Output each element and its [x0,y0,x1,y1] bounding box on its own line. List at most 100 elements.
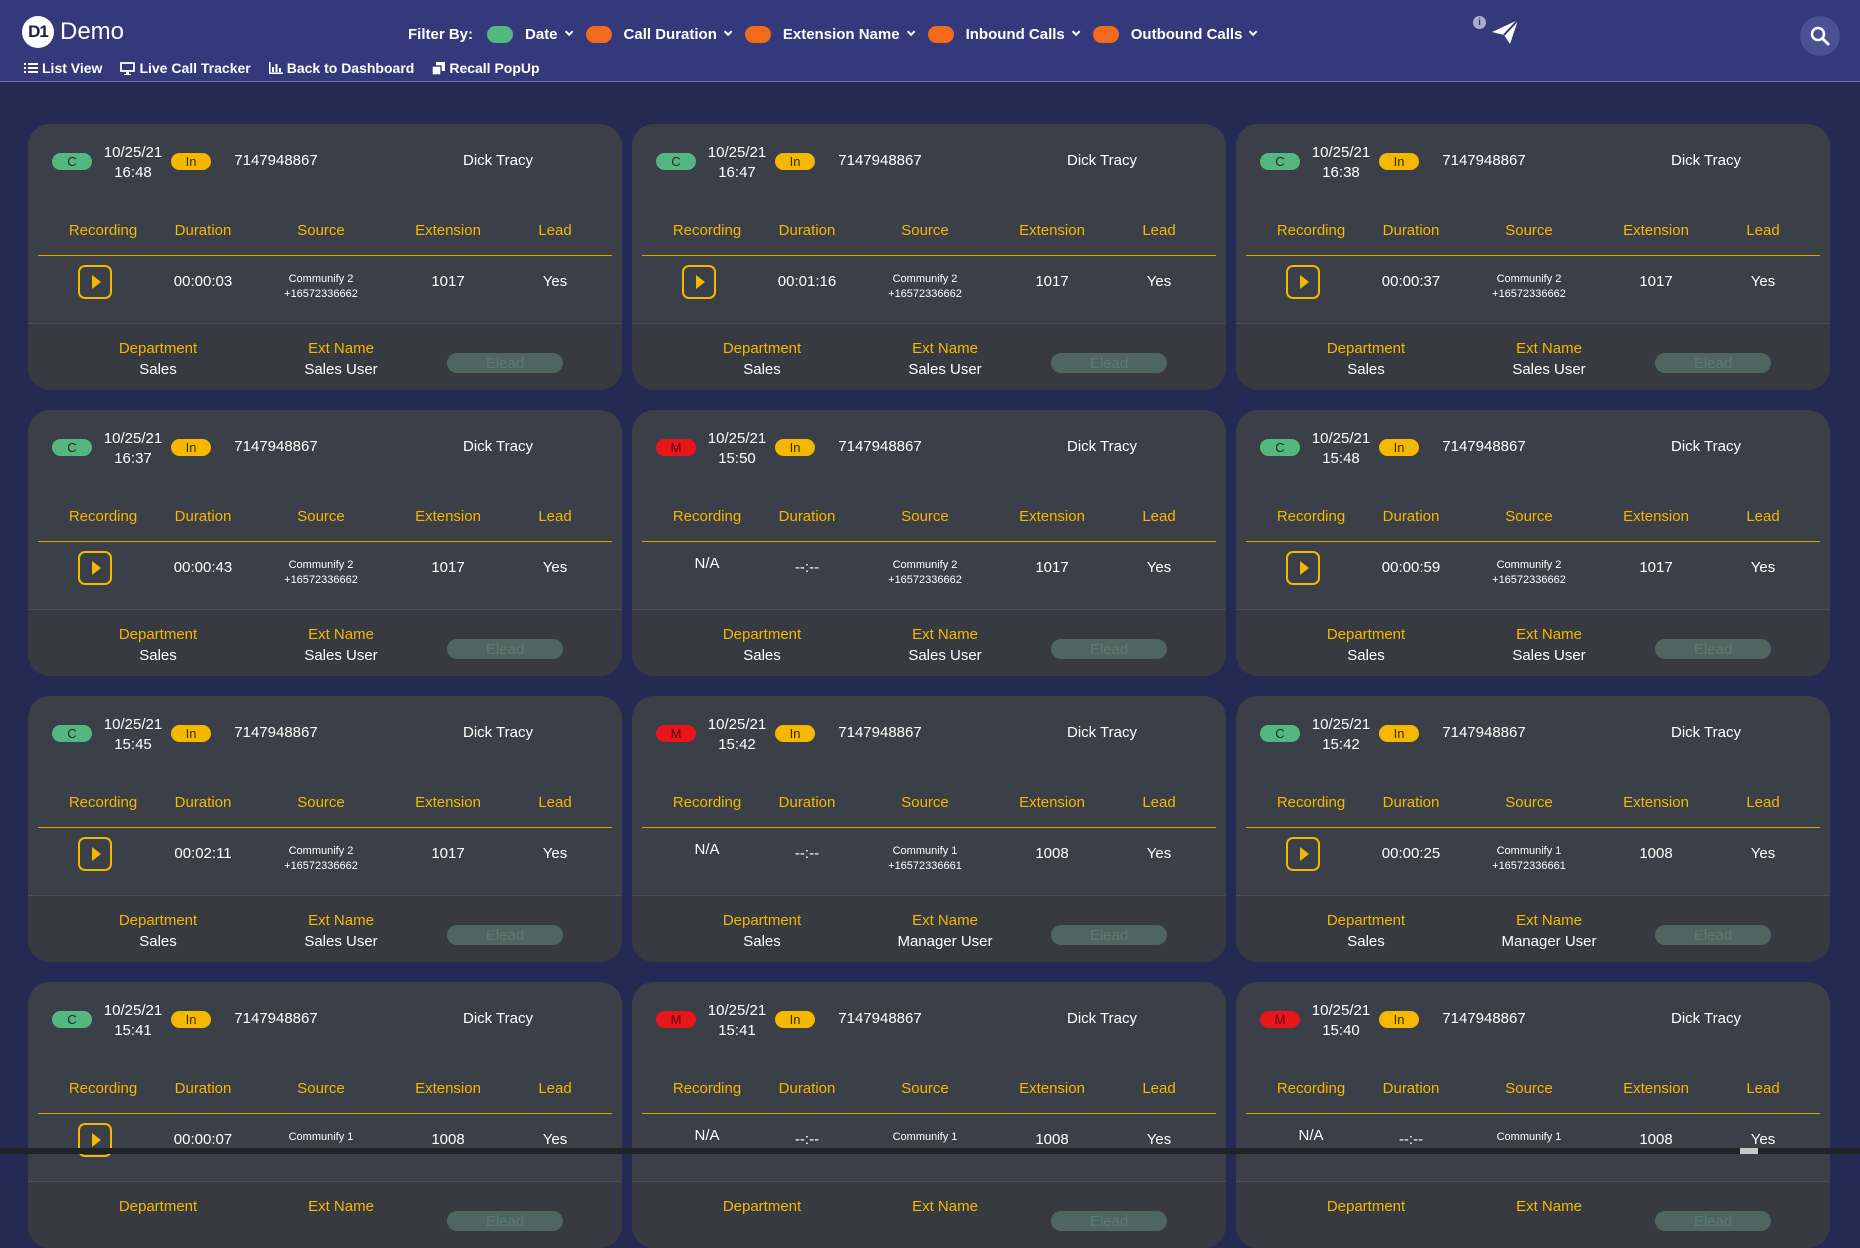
play-recording-button[interactable] [78,265,112,299]
call-datetime: 10/25/21 15:42 [1306,715,1376,755]
call-status-badge: C [52,725,92,742]
chevron-down-icon[interactable] [906,27,915,37]
filter-inbound-calls-label[interactable]: Inbound Calls [965,25,1065,43]
play-recording-button[interactable] [78,551,112,585]
filter-extension-name-label[interactable]: Extension Name [782,25,900,43]
call-status-badge: M [656,439,696,456]
inbound-calls-toggle[interactable] [927,25,954,43]
horizontal-scrollbar[interactable] [0,1148,1860,1154]
elead-button[interactable]: Elead [447,639,563,659]
source-name: Communify 1 [288,1131,354,1143]
call-card[interactable]: M 10/25/21 15:40 In 7147948867 Dick Tracy Reco… [1236,982,1830,1248]
nav-list-view-label[interactable]: List View [42,60,103,76]
call-datetime: 10/25/21 16:48 [98,143,168,183]
call-card[interactable]: C 10/25/21 16:47 In 7147948867 Dick Tracy Reco… [632,124,1226,390]
play-recording-button[interactable] [682,265,716,299]
play-recording-button[interactable] [1286,837,1320,871]
extension-name-toggle[interactable] [744,25,771,43]
caller-phone[interactable]: 7147948867 [838,438,922,455]
search-button[interactable] [1800,16,1840,56]
outbound-calls-toggle[interactable] [1092,25,1119,43]
call-source: Communify 1 [266,1130,376,1145]
elead-button[interactable]: Elead [447,1211,563,1231]
caller-phone[interactable]: 7147948867 [838,152,922,169]
call-extension: 1008 [1639,845,1673,862]
call-card[interactable]: C 10/25/21 15:45 In 7147948867 Dick Tracy Reco… [28,696,622,962]
elead-button[interactable]: Elead [1655,1211,1771,1231]
caller-phone[interactable]: 7147948867 [1442,438,1526,455]
call-extension: 1017 [1639,273,1673,290]
elead-button[interactable]: Elead [1655,925,1771,945]
nav-back-to-dashboard[interactable]: Back to Dashboard [268,60,415,76]
call-card[interactable]: C 10/25/21 15:41 In 7147948867 Dick Tracy Reco… [28,982,622,1248]
caller-phone[interactable]: 7147948867 [838,724,922,741]
caller-name: Dick Tracy [1066,1010,1137,1027]
play-recording-button[interactable] [1286,265,1320,299]
filter-date[interactable]: Date [487,25,573,43]
play-recording-button[interactable] [78,837,112,871]
call-status-badge: C [656,153,696,170]
elead-button[interactable]: Elead [1051,1211,1167,1231]
column-header-duration: Duration [778,1080,836,1097]
department-value: Sales [743,361,781,378]
filter-extension-name[interactable]: Extension Name [744,25,915,43]
info-icon[interactable]: i [1473,16,1486,29]
nav-recall-popup[interactable]: Recall PopUp [432,60,540,76]
nav-list-view[interactable]: List View [24,60,102,76]
brand[interactable]: D1 Demo [22,16,124,48]
column-header-duration: Duration [1382,508,1440,525]
caller-phone[interactable]: 7147948867 [1442,152,1526,169]
department-label: Department [118,340,198,357]
ext-name-value: Sales User [304,647,378,664]
caller-phone[interactable]: 7147948867 [234,438,318,455]
filter-outbound-calls[interactable]: Outbound Calls [1092,25,1258,43]
elead-button[interactable]: Elead [1655,353,1771,373]
caller-phone[interactable]: 7147948867 [234,152,318,169]
call-summary-row: C 10/25/21 16:37 In 7147948867 Dick Tracy [28,410,622,484]
call-card[interactable]: C 10/25/21 16:38 In 7147948867 Dick Tracy Reco… [1236,124,1830,390]
caller-phone[interactable]: 7147948867 [234,724,318,741]
call-card[interactable]: C 10/25/21 15:42 In 7147948867 Dick Tracy Reco… [1236,696,1830,962]
column-header-duration: Duration [174,1080,232,1097]
elead-button[interactable]: Elead [447,925,563,945]
scrollbar-thumb[interactable] [1740,1148,1758,1154]
caller-phone[interactable]: 7147948867 [234,1010,318,1027]
nav-back-to-dashboard-label[interactable]: Back to Dashboard [286,60,415,76]
call-duration: 00:02:11 [174,845,232,862]
caller-phone[interactable]: 7147948867 [838,1010,922,1027]
elead-button[interactable]: Elead [1051,925,1167,945]
call-date: 10/25/21 [1311,144,1371,161]
column-header-duration: Duration [1382,794,1440,811]
call-card[interactable]: C 10/25/21 16:48 In 7147948867 Dick Tracy Reco… [28,124,622,390]
date-toggle[interactable] [487,25,514,43]
filter-date-label[interactable]: Date [525,25,558,43]
call-card[interactable]: M 10/25/21 15:41 In 7147948867 Dick Tracy Reco… [632,982,1226,1248]
caller-phone[interactable]: 7147948867 [1442,724,1526,741]
nav-live-call-tracker[interactable]: Live Call Tracker [120,60,251,76]
chevron-down-icon[interactable] [1071,27,1081,37]
filter-outbound-calls-label[interactable]: Outbound Calls [1130,25,1243,43]
filter-call-duration-label[interactable]: Call Duration [623,25,717,43]
filter-call-duration[interactable]: Call Duration [585,25,733,43]
chevron-down-icon[interactable] [723,27,733,37]
call-card[interactable]: C 10/25/21 16:37 In 7147948867 Dick Tracy Reco… [28,410,622,676]
filter-inbound-calls[interactable]: Inbound Calls [927,25,1081,43]
call-card[interactable]: M 10/25/21 15:42 In 7147948867 Dick Tracy Reco… [632,696,1226,962]
nav-live-call-tracker-label[interactable]: Live Call Tracker [139,60,251,76]
elead-button[interactable]: Elead [1051,639,1167,659]
elead-button[interactable]: Elead [447,353,563,373]
call-duration-toggle[interactable] [585,25,612,43]
paper-plane-icon[interactable] [1490,18,1520,46]
play-recording-button[interactable] [1286,551,1320,585]
call-time: 15:41 [114,1022,152,1039]
elead-button[interactable]: Elead [1051,353,1167,373]
call-card[interactable]: M 10/25/21 15:50 In 7147948867 Dick Tracy Reco… [632,410,1226,676]
chevron-down-icon[interactable] [1249,27,1258,37]
chevron-down-icon[interactable] [564,27,573,37]
caller-phone[interactable]: 7147948867 [1442,1010,1526,1027]
elead-button[interactable]: Elead [1655,639,1771,659]
column-header-lead: Lead [1142,508,1176,525]
call-card[interactable]: C 10/25/21 15:48 In 7147948867 Dick Tracy Reco… [1236,410,1830,676]
nav-recall-popup-label[interactable]: Recall PopUp [449,60,540,76]
call-date: 10/25/21 [707,430,767,447]
